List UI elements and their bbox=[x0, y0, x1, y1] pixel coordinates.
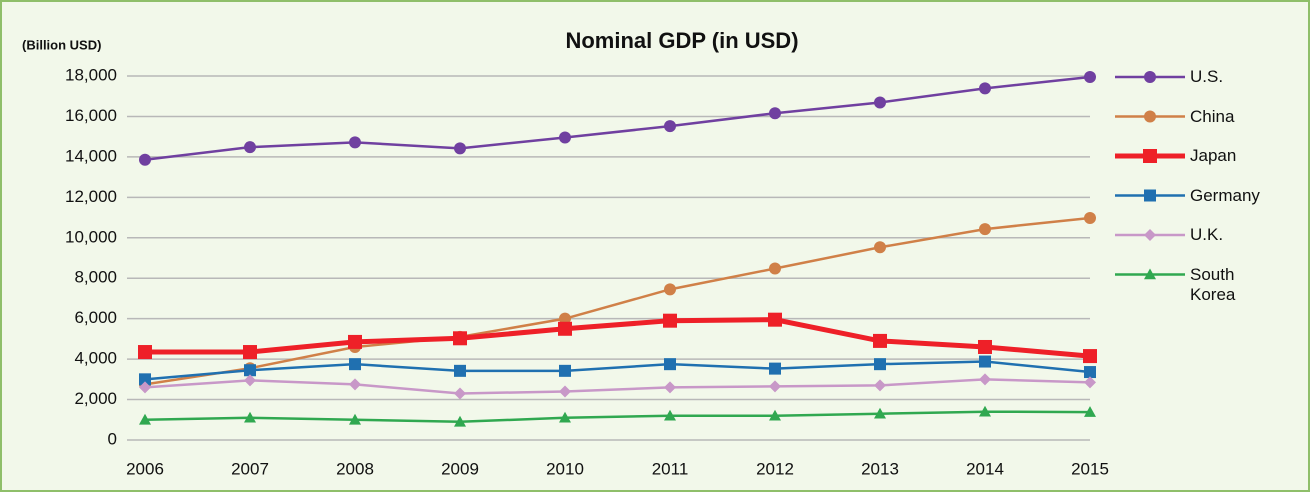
marker bbox=[1084, 211, 1096, 224]
marker bbox=[139, 381, 151, 394]
marker bbox=[1084, 376, 1096, 389]
series-line bbox=[144, 75, 1091, 161]
marker bbox=[559, 131, 571, 144]
y-tick-label: 16,000 bbox=[65, 106, 117, 125]
marker bbox=[1143, 149, 1157, 163]
marker bbox=[1083, 349, 1097, 364]
marker bbox=[978, 339, 992, 354]
marker bbox=[244, 364, 256, 377]
x-tick-label: 2010 bbox=[546, 459, 584, 478]
x-tick-label: 2014 bbox=[966, 459, 1004, 478]
y-tick-label: 18,000 bbox=[65, 65, 117, 84]
y-tick-label: 10,000 bbox=[65, 227, 117, 246]
marker bbox=[558, 321, 572, 336]
marker bbox=[768, 312, 782, 327]
series-line bbox=[144, 410, 1091, 424]
legend-label: China bbox=[1190, 106, 1235, 126]
marker bbox=[139, 413, 151, 425]
marker bbox=[874, 358, 886, 371]
y-tick-label: 2,000 bbox=[74, 389, 117, 408]
x-tick-label: 2008 bbox=[336, 459, 374, 478]
marker bbox=[979, 82, 991, 95]
marker bbox=[454, 364, 466, 377]
series-line bbox=[144, 378, 1091, 395]
series-line bbox=[144, 360, 1091, 381]
marker bbox=[1144, 110, 1156, 123]
marker bbox=[349, 358, 361, 371]
marker bbox=[1144, 189, 1156, 202]
chart-title: Nominal GDP (in USD) bbox=[565, 28, 798, 53]
marker bbox=[139, 373, 151, 386]
marker bbox=[244, 411, 256, 423]
marker bbox=[349, 136, 361, 149]
marker bbox=[664, 120, 676, 133]
marker bbox=[454, 415, 466, 427]
legend-label: U.K. bbox=[1190, 225, 1224, 244]
y-tick-label: 12,000 bbox=[65, 187, 117, 206]
legend-label: U.S. bbox=[1190, 67, 1224, 86]
marker bbox=[559, 411, 571, 423]
marker bbox=[664, 358, 676, 371]
marker bbox=[138, 345, 152, 360]
marker bbox=[1144, 229, 1156, 241]
x-tick-label: 2013 bbox=[861, 459, 899, 478]
marker bbox=[874, 379, 886, 392]
legend-label: Japan bbox=[1190, 146, 1237, 165]
x-tick-label: 2007 bbox=[231, 459, 269, 478]
marker bbox=[1084, 366, 1096, 379]
marker bbox=[139, 153, 151, 166]
marker bbox=[769, 362, 781, 375]
x-tick-label: 2011 bbox=[652, 459, 689, 478]
marker bbox=[349, 378, 361, 391]
marker bbox=[769, 409, 781, 421]
marker bbox=[664, 381, 676, 394]
marker bbox=[979, 355, 991, 368]
marker bbox=[769, 380, 781, 393]
x-tick-label: 2015 bbox=[1071, 459, 1109, 478]
x-tick-label: 2009 bbox=[441, 459, 479, 478]
marker bbox=[349, 413, 361, 425]
marker bbox=[874, 96, 886, 109]
marker bbox=[874, 407, 886, 419]
y-tick-label: 4,000 bbox=[74, 349, 117, 368]
marker bbox=[979, 405, 991, 417]
y-tick-label: 6,000 bbox=[74, 308, 117, 327]
marker bbox=[453, 331, 467, 346]
legend-label: Germany bbox=[1190, 185, 1260, 205]
marker bbox=[454, 387, 466, 400]
marker bbox=[873, 333, 887, 348]
legend-label: South Korea bbox=[1190, 264, 1236, 304]
marker bbox=[979, 373, 991, 386]
marker bbox=[559, 312, 571, 325]
marker bbox=[1144, 268, 1156, 280]
marker bbox=[769, 262, 781, 275]
marker bbox=[1084, 406, 1096, 417]
marker bbox=[1084, 71, 1096, 84]
marker bbox=[664, 283, 676, 296]
marker bbox=[244, 374, 256, 387]
marker bbox=[979, 223, 991, 236]
marker bbox=[874, 241, 886, 254]
y-tick-label: 0 bbox=[108, 429, 117, 448]
series-line bbox=[144, 216, 1091, 386]
x-tick-label: 2006 bbox=[126, 459, 164, 478]
marker bbox=[244, 141, 256, 154]
marker bbox=[664, 409, 676, 421]
y-tick-label: 14,000 bbox=[65, 146, 117, 165]
marker bbox=[348, 334, 362, 349]
y-tick-label: 8,000 bbox=[74, 268, 117, 287]
marker bbox=[454, 142, 466, 155]
marker bbox=[243, 345, 257, 360]
marker bbox=[559, 364, 571, 377]
y-axis-label: (Billion USD) bbox=[22, 37, 101, 52]
marker bbox=[1144, 71, 1156, 83]
series-line bbox=[145, 317, 1091, 359]
x-tick-label: 2012 bbox=[756, 459, 794, 478]
marker bbox=[559, 385, 571, 398]
marker bbox=[663, 313, 677, 328]
marker bbox=[769, 107, 781, 120]
